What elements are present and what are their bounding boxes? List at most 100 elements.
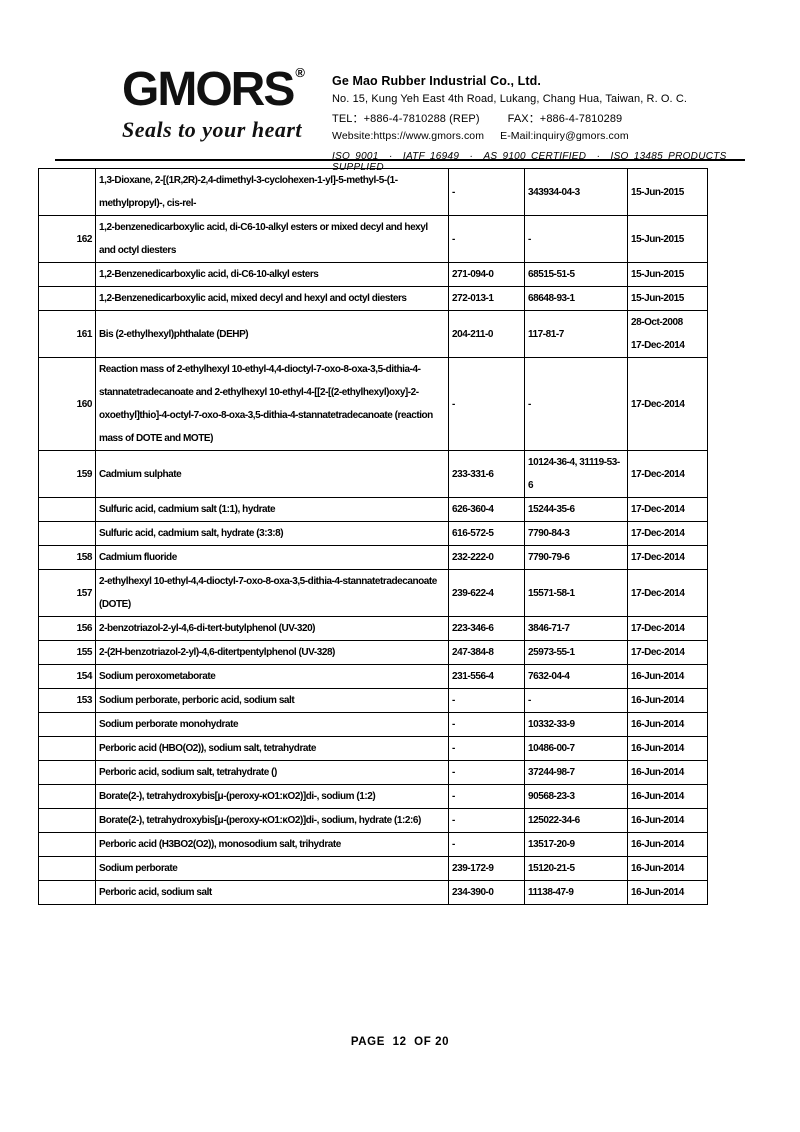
table-row: Perboric acid, sodium salt 234-390-0 11138… xyxy=(38,880,708,905)
gmors-logo-text: GMORS xyxy=(122,63,295,116)
inclusion-date-cell: 16-Jun-2014 xyxy=(627,712,708,737)
ec-number-cell: 204-211-0 xyxy=(448,310,525,358)
substances-table-body: 1,3-Dioxane, 2-[(1R,2R)-2,4-dimethyl-3-c… xyxy=(38,168,708,905)
table-row: 157 2-ethylhexyl 10-ethyl-4,4-dioctyl-7-o… xyxy=(38,569,708,617)
substance-no-cell: 162 xyxy=(38,215,96,263)
cas-number-cell: 25973-55-1 xyxy=(524,640,628,665)
cas-number-cell: 7790-84-3 xyxy=(524,521,628,546)
substance-name-cell: Perboric acid, sodium salt xyxy=(95,880,449,905)
table-row: Perboric acid, sodium salt, tetrahydrate… xyxy=(38,760,708,785)
inclusion-date-cell: 17-Dec-2014 xyxy=(627,450,708,498)
inclusion-date-cell: 17-Dec-2014 xyxy=(627,497,708,522)
substance-name-cell: Perboric acid, sodium salt, tetrahydrate… xyxy=(95,760,449,785)
inclusion-date-cell: 15-Jun-2015 xyxy=(627,168,708,216)
inclusion-date-cell: 16-Jun-2014 xyxy=(627,736,708,761)
cas-number-cell: 68648-93-1 xyxy=(524,286,628,311)
inclusion-date-cell: 16-Jun-2014 xyxy=(627,760,708,785)
company-phone-line: TEL：+886-4-7810288 (REP) FAX：+886-4-78102… xyxy=(332,110,752,126)
ec-number-cell: 234-390-0 xyxy=(448,880,525,905)
cas-number-cell: 125022-34-6 xyxy=(524,808,628,833)
table-row: 1,2-Benzenedicarboxylic acid, mixed decy… xyxy=(38,286,708,311)
substance-no-cell: 159 xyxy=(38,450,96,498)
substance-name-cell: Borate(2-), tetrahydroxybis[μ-(peroxy-κO… xyxy=(95,808,449,833)
inclusion-date-cell: 16-Jun-2014 xyxy=(627,808,708,833)
cas-number-cell: 15120-21-5 xyxy=(524,856,628,881)
ec-number-cell: 223-346-6 xyxy=(448,616,525,641)
ec-number-cell: - xyxy=(448,784,525,809)
cas-number-cell: 3846-71-7 xyxy=(524,616,628,641)
cas-number-cell: 7790-79-6 xyxy=(524,545,628,570)
table-row: 153 Sodium perborate, perboric acid, sodi… xyxy=(38,688,708,713)
inclusion-date-cell: 16-Jun-2014 xyxy=(627,880,708,905)
substance-no-cell xyxy=(38,760,96,785)
substance-name-cell: 2-benzotriazol-2-yl-4,6-di-tert-butylphe… xyxy=(95,616,449,641)
substance-no-cell: 153 xyxy=(38,688,96,713)
substance-name-cell: Sodium perborate, perboric acid, sodium … xyxy=(95,688,449,713)
substance-no-cell: 154 xyxy=(38,664,96,689)
table-row: 1,2-Benzenedicarboxylic acid, di-C6-10-a… xyxy=(38,262,708,287)
table-row: Sulfuric acid, cadmium salt, hydrate (3:… xyxy=(38,521,708,546)
substance-no-cell xyxy=(38,168,96,216)
substance-name-cell: 2-(2H-benzotriazol-2-yl)-4,6-ditertpenty… xyxy=(95,640,449,665)
table-row: 159 Cadmium sulphate 233-331-6 10124-36-4, … xyxy=(38,450,708,498)
ec-number-cell: - xyxy=(448,808,525,833)
substance-no-cell xyxy=(38,784,96,809)
substance-no-cell xyxy=(38,286,96,311)
page-number: PAGE 12 OF 20 xyxy=(350,1036,450,1048)
company-website: Website:https://www.gmors.com xyxy=(332,130,485,142)
ec-number-cell: 272-013-1 xyxy=(448,286,525,311)
inclusion-date-cell: 16-Jun-2014 xyxy=(627,688,708,713)
substance-name-cell: 1,2-benzenedicarboxylic acid, di-C6-10-a… xyxy=(95,215,449,263)
inclusion-date-cell: 17-Dec-2014 xyxy=(627,545,708,570)
inclusion-date-cell: 28-Oct-2008 17-Dec-2014 xyxy=(627,310,708,358)
cas-number-cell: 10486-00-7 xyxy=(524,736,628,761)
substance-name-cell: Bis (2-ethylhexyl)phthalate (DEHP) xyxy=(95,310,449,358)
table-row: 1,3-Dioxane, 2-[(1R,2R)-2,4-dimethyl-3-c… xyxy=(38,168,708,216)
cas-number-cell: 15244-35-6 xyxy=(524,497,628,522)
substance-no-cell xyxy=(38,712,96,737)
certifications-line: ISO 9001 · IATF 16949 · AS 9100 CERTIFIE… xyxy=(332,151,727,173)
company-web-line: Website:https://www.gmors.com E-Mail:inqu… xyxy=(332,130,752,142)
substance-name-cell: Cadmium fluoride xyxy=(95,545,449,570)
substance-no-cell xyxy=(38,832,96,857)
inclusion-date-cell: 17-Dec-2014 xyxy=(627,521,708,546)
ec-number-cell: 239-622-4 xyxy=(448,569,525,617)
substance-name-cell: Reaction mass of 2-ethylhexyl 10-ethyl-4… xyxy=(95,357,449,451)
header-divider xyxy=(55,159,745,161)
ec-number-cell: - xyxy=(448,832,525,857)
table-row: Sulfuric acid, cadmium salt (1:1), hydra… xyxy=(38,497,708,522)
cas-number-cell: - xyxy=(524,688,628,713)
table-row: 154 Sodium peroxometaborate 231-556-4 7632-… xyxy=(38,664,708,689)
table-row: Borate(2-), tetrahydroxybis[μ-(peroxy-κO… xyxy=(38,808,708,833)
gmors-logo: GMORS ® xyxy=(122,64,332,116)
inclusion-date-cell: 16-Jun-2014 xyxy=(627,856,708,881)
inclusion-date-cell: 16-Jun-2014 xyxy=(627,664,708,689)
cas-number-cell: 37244-98-7 xyxy=(524,760,628,785)
substance-no-cell: 158 xyxy=(38,545,96,570)
substance-no-cell: 157 xyxy=(38,569,96,617)
inclusion-date-cell: 15-Jun-2015 xyxy=(627,262,708,287)
inclusion-date-cell: 17-Dec-2014 xyxy=(627,640,708,665)
inclusion-date-cell: 15-Jun-2015 xyxy=(627,215,708,263)
company-address: No. 15, Kung Yeh East 4th Road, Lukang, … xyxy=(332,93,688,105)
registered-trademark-icon: ® xyxy=(295,65,305,80)
ec-number-cell: 231-556-4 xyxy=(448,664,525,689)
substance-name-cell: 1,2-Benzenedicarboxylic acid, di-C6-10-a… xyxy=(95,262,449,287)
substance-no-cell xyxy=(38,497,96,522)
table-row: Sodium perborate 239-172-9 15120-21-5 16-Ju… xyxy=(38,856,708,881)
ec-number-cell: - xyxy=(448,736,525,761)
substance-name-cell: Sulfuric acid, cadmium salt, hydrate (3:… xyxy=(95,521,449,546)
substance-name-cell: 1,2-Benzenedicarboxylic acid, mixed decy… xyxy=(95,286,449,311)
inclusion-date-cell: 17-Dec-2014 xyxy=(627,357,708,451)
substance-no-cell: 156 xyxy=(38,616,96,641)
substance-name-cell: 2-ethylhexyl 10-ethyl-4,4-dioctyl-7-oxo-… xyxy=(95,569,449,617)
substance-no-cell xyxy=(38,880,96,905)
inclusion-date-cell: 17-Dec-2014 xyxy=(627,569,708,617)
substance-name-cell: Perboric acid (H3BO2(O2)), monosodium sa… xyxy=(95,832,449,857)
cas-number-cell: 13517-20-9 xyxy=(524,832,628,857)
substance-name-cell: Sodium perborate monohydrate xyxy=(95,712,449,737)
company-name: Ge Mao Rubber Industrial Co., Ltd. xyxy=(332,74,541,88)
page-footer: PAGE 12 OF 20 xyxy=(0,1032,800,1050)
table-row: 160 Reaction mass of 2-ethylhexyl 10-ethy… xyxy=(38,357,708,451)
inclusion-date-cell: 16-Jun-2014 xyxy=(627,784,708,809)
